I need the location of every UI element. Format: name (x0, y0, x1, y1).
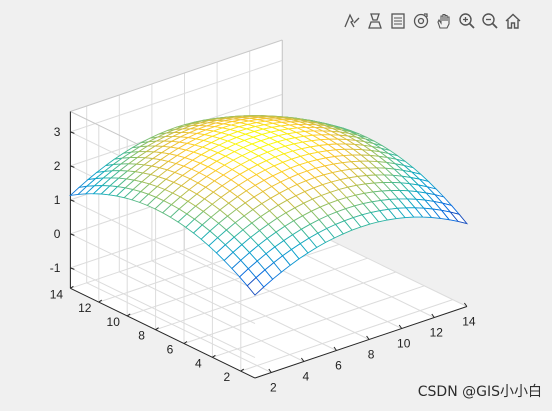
y-tick (240, 368, 245, 372)
y-tick (183, 341, 188, 344)
y-tick (212, 354, 216, 358)
z-tick-label: -1 (50, 261, 61, 275)
z-tick (70, 165, 75, 168)
x-tick (398, 324, 403, 329)
z-tick (70, 233, 75, 236)
x-tick (268, 368, 272, 373)
y-tick-label: 12 (78, 301, 92, 315)
y-tick (126, 313, 131, 317)
floor-grid-y (127, 243, 340, 317)
y-tick-label: 2 (223, 370, 230, 384)
leftwall-grid-z (70, 199, 256, 291)
x-tick (463, 302, 468, 307)
y-axis-line (70, 287, 256, 379)
z-tick (70, 267, 75, 270)
floor-grid-y (212, 285, 425, 358)
y-tick-label: 6 (167, 343, 174, 357)
axes-toolbar (342, 10, 523, 32)
floor-grid-y (240, 299, 453, 372)
x-axis-line (254, 306, 468, 379)
x-tick-label: 14 (462, 315, 476, 329)
rotate-3d-icon[interactable] (411, 11, 431, 31)
data-cursor-icon[interactable] (388, 11, 408, 31)
y-tick (70, 285, 74, 289)
x-tick-label: 12 (430, 326, 444, 340)
z-tick-label: 2 (54, 159, 61, 173)
brush-icon[interactable] (365, 11, 385, 31)
leftwall-grid-z (70, 267, 256, 359)
y-tick (155, 327, 159, 331)
z-tick-label: 3 (54, 125, 61, 139)
x-tick (300, 357, 305, 362)
x-tick (366, 335, 370, 340)
x-tick-label: 6 (335, 359, 342, 373)
x-tick-label: 10 (397, 337, 411, 351)
x-tick-label: 4 (303, 370, 310, 384)
floor-grid-x (184, 249, 370, 340)
box-edge (70, 39, 283, 112)
y-tick (98, 299, 103, 303)
watermark-text: CSDN @GIS小小白 (417, 384, 542, 400)
x-tick-label: 2 (270, 381, 277, 395)
floor-grid-x (151, 260, 337, 351)
floor-grid-y (155, 257, 368, 331)
y-tick-label: 10 (107, 315, 121, 329)
x-tick (333, 346, 337, 351)
leftwall-grid-z (70, 233, 256, 325)
y-tick-label: 8 (138, 329, 145, 343)
x-tick (431, 313, 435, 318)
z-tick (70, 199, 75, 202)
zoom-in-icon[interactable] (457, 11, 477, 31)
backwall-grid-z (70, 59, 283, 133)
zoom-out-icon[interactable] (480, 11, 500, 31)
surface-mesh-cell (449, 211, 469, 225)
z-tick (70, 131, 75, 134)
floor-grid-y (183, 271, 397, 344)
y-tick-label: 14 (50, 287, 64, 301)
z-tick-label: 0 (54, 227, 61, 241)
floor-grid-x (119, 271, 305, 362)
home-icon[interactable] (503, 11, 523, 31)
z-tick-label: 1 (54, 193, 61, 207)
y-tick-label: 4 (195, 356, 202, 370)
pan-hand-icon[interactable] (434, 11, 454, 31)
x-tick-label: 8 (368, 348, 375, 362)
edit-plot-icon[interactable] (342, 11, 362, 31)
